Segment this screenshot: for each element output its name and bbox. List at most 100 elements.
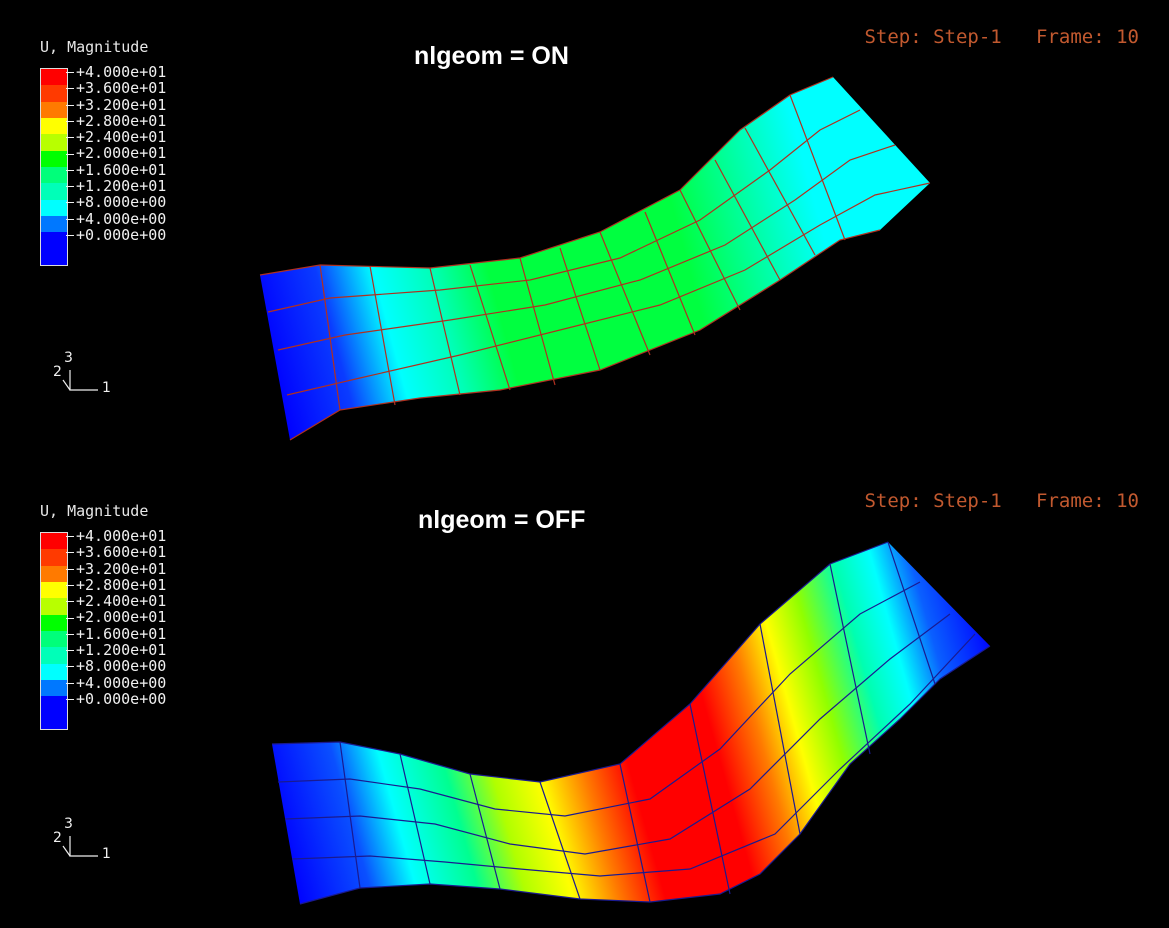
legend-tick <box>66 617 74 619</box>
legend-swatch <box>41 85 67 102</box>
mesh-surface <box>260 77 930 440</box>
legend-label: +1.600e+01 <box>76 624 167 643</box>
legend-tick <box>66 568 74 570</box>
step-frame-info: Step: Step-1 Frame: 10 <box>864 490 1139 512</box>
legend-label: +8.000e+00 <box>76 193 167 212</box>
legend-tick <box>66 153 74 155</box>
legend-tick <box>66 169 74 171</box>
legend-swatch <box>41 248 67 265</box>
deformed-mesh-on[interactable] <box>0 0 1169 464</box>
axis-3-label: 3 <box>64 350 73 366</box>
legend-label: +2.800e+01 <box>76 111 167 130</box>
legend-swatch <box>41 118 67 135</box>
legend-label: +1.200e+01 <box>76 641 167 660</box>
triad-icon <box>62 370 98 391</box>
legend-swatch <box>41 232 67 249</box>
legend-label: +3.200e+01 <box>76 95 167 114</box>
axis-1-label: 1 <box>102 846 111 862</box>
viewport-nlgeom-off[interactable]: U, Magnitude +4.000e+01 +3.600e+01 +3.20… <box>0 464 1169 928</box>
step-label: Step: Step-1 <box>864 26 1002 48</box>
legend-labels: +4.000e+01 +3.600e+01 +3.200e+01 +2.800e… <box>76 63 167 244</box>
legend-label: +0.000e+00 <box>76 689 167 708</box>
legend-swatch <box>41 167 67 184</box>
legend-label: +3.600e+01 <box>76 79 167 98</box>
legend-label: +8.000e+00 <box>76 657 167 676</box>
legend-swatch <box>41 647 67 664</box>
axis-2-label: 2 <box>53 364 62 380</box>
legend-swatch <box>41 101 67 118</box>
legend-label: +2.000e+01 <box>76 144 167 163</box>
legend-swatch <box>41 69 67 86</box>
triad-icon <box>62 836 98 857</box>
legend-title: U, Magnitude <box>40 502 149 520</box>
axis-3-label: 3 <box>64 816 73 832</box>
axis-2-label: 2 <box>53 830 62 846</box>
legend-tick <box>66 682 74 684</box>
legend-label: +2.800e+01 <box>76 575 167 594</box>
legend-swatch <box>41 533 67 550</box>
axis-triad: 3 2 1 <box>50 816 120 866</box>
viewport-nlgeom-on[interactable]: U, Magnitude +4.000e+01 +3.600e+01 +3.20… <box>0 0 1169 464</box>
legend-label: +3.200e+01 <box>76 559 167 578</box>
plot-title: nlgeom = OFF <box>418 506 586 534</box>
legend-swatch <box>41 598 67 615</box>
axis-triad: 3 2 1 <box>50 350 120 400</box>
legend-swatch <box>41 150 67 167</box>
legend-swatch <box>41 712 67 729</box>
legend-tick <box>66 633 74 635</box>
legend-swatch <box>41 216 67 233</box>
legend-swatch <box>41 134 67 151</box>
legend-label: +4.000e+01 <box>76 527 167 545</box>
step-label: Step: Step-1 <box>864 490 1002 512</box>
color-legend-bar <box>40 532 68 730</box>
legend-label: +3.600e+01 <box>76 543 167 562</box>
color-legend-bar <box>40 68 68 266</box>
legend-label: +2.400e+01 <box>76 128 167 147</box>
legend-tick <box>66 584 74 586</box>
legend-label: +2.000e+01 <box>76 608 167 627</box>
legend-swatch <box>41 183 67 200</box>
legend-label: +4.000e+00 <box>76 209 167 228</box>
legend-tick <box>66 137 74 139</box>
legend-tick <box>66 104 74 106</box>
legend-tick <box>66 120 74 122</box>
legend-swatch <box>41 565 67 582</box>
legend-tick <box>66 666 74 668</box>
legend-label: +1.200e+01 <box>76 177 167 196</box>
deformed-mesh-off[interactable] <box>0 464 1169 928</box>
legend-label: +2.400e+01 <box>76 592 167 611</box>
mesh-lines-off <box>271 541 991 905</box>
legend-tick <box>66 202 74 204</box>
legend-swatch <box>41 631 67 648</box>
legend-tick <box>66 650 74 652</box>
legend-labels: +4.000e+01 +3.600e+01 +3.200e+01 +2.800e… <box>76 527 167 708</box>
plot-title: nlgeom = ON <box>414 42 569 70</box>
axis-1-label: 1 <box>102 380 111 396</box>
mesh-surface <box>272 542 990 904</box>
legend-swatch <box>41 549 67 566</box>
legend-swatch <box>41 614 67 631</box>
legend-title: U, Magnitude <box>40 38 149 56</box>
legend-swatch <box>41 199 67 216</box>
legend-tick <box>66 186 74 188</box>
legend-swatch <box>41 696 67 713</box>
legend-swatch <box>41 582 67 599</box>
frame-label: Frame: 10 <box>1036 26 1139 48</box>
legend-label: +0.000e+00 <box>76 225 167 244</box>
legend-tick <box>66 601 74 603</box>
legend-tick <box>66 72 74 73</box>
legend-tick <box>66 218 74 220</box>
legend-label: +4.000e+00 <box>76 673 167 692</box>
legend-label: +4.000e+01 <box>76 63 167 81</box>
mesh-lines-on <box>259 76 931 441</box>
frame-label: Frame: 10 <box>1036 490 1139 512</box>
legend-tick <box>66 699 74 700</box>
legend-label: +1.600e+01 <box>76 160 167 179</box>
legend-tick <box>66 88 74 90</box>
legend-swatch <box>41 680 67 697</box>
legend-tick <box>66 552 74 554</box>
legend-swatch <box>41 663 67 680</box>
legend-tick <box>66 536 74 537</box>
step-frame-info: Step: Step-1 Frame: 10 <box>864 26 1139 48</box>
legend-tick <box>66 235 74 236</box>
